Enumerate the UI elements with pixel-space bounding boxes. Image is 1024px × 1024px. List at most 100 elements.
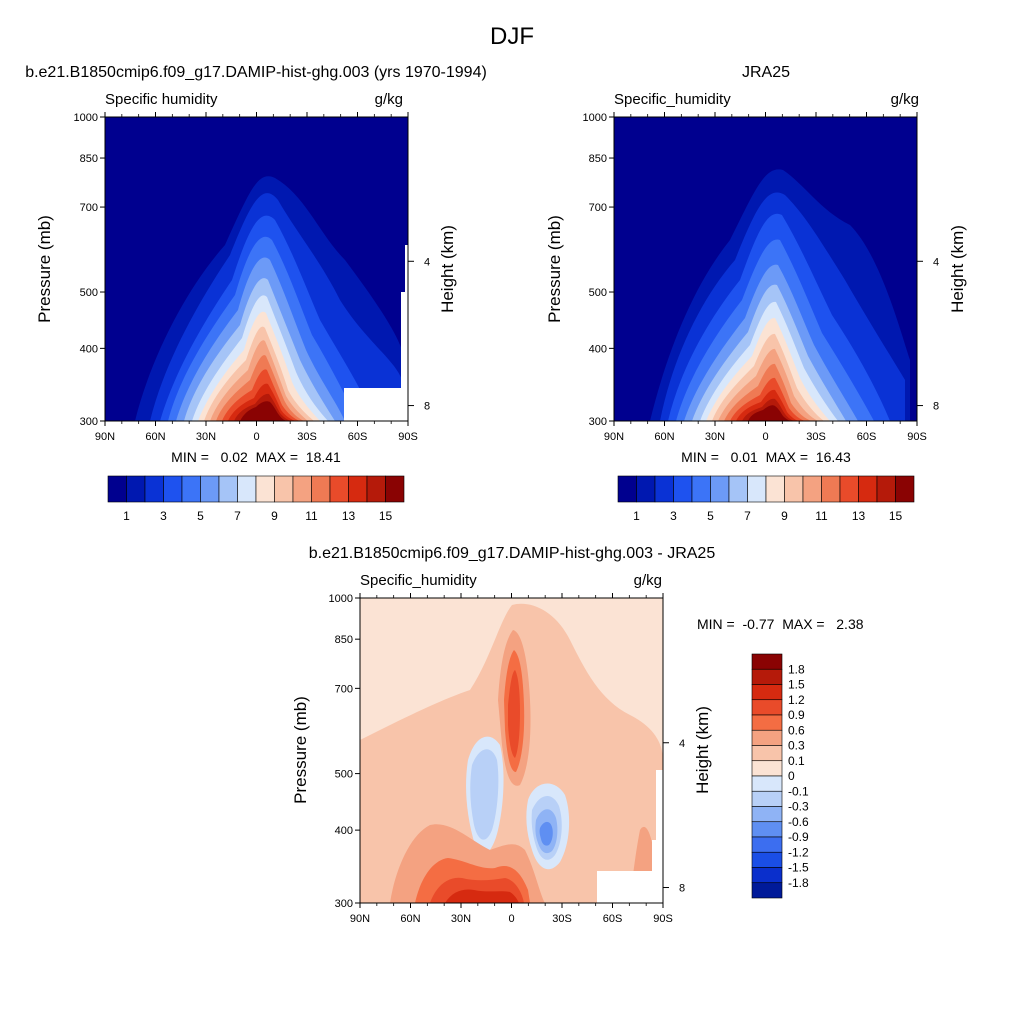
y-tick-label: 500	[80, 287, 98, 299]
y-right-tick-label: 8	[424, 401, 430, 413]
y-tick-label: 1000	[583, 112, 607, 124]
colorbar-swatch	[751, 836, 783, 853]
colorbar: 1 3 5 7 9 11 13 15	[617, 475, 915, 523]
x-tick-label: 60S	[857, 431, 877, 443]
missing-data	[656, 770, 663, 840]
y-axis-label: Pressure (mb)	[291, 696, 310, 804]
panel-title: b.e21.B1850cmip6.f09_g17.DAMIP-hist-ghg.…	[25, 64, 487, 81]
x-tick-label: 90S	[398, 431, 418, 443]
colorbar-swatch	[751, 775, 783, 792]
x-tick-label: 90N	[604, 431, 624, 443]
y-tick-label: 400	[80, 343, 98, 355]
colorbar-swatch	[636, 475, 656, 503]
colorbar-swatch	[751, 806, 783, 823]
y-tick-label: 1000	[329, 593, 353, 605]
contour-fill	[470, 749, 499, 840]
missing-data	[652, 840, 663, 871]
y-right-tick-label: 4	[679, 738, 685, 750]
colorbar-swatch	[366, 475, 386, 503]
y-tick-label: 300	[335, 898, 353, 910]
colorbar-swatch	[673, 475, 693, 503]
y-right-tick-label: 4	[933, 256, 939, 268]
y-tick-label: 500	[589, 287, 607, 299]
y-tick-label: 850	[80, 153, 98, 165]
units-label: g/kg	[634, 572, 662, 589]
variable-label: Specific humidity	[105, 91, 218, 108]
x-tick-label: 90N	[95, 431, 115, 443]
colorbar-label: -0.9	[788, 830, 809, 844]
colorbar-swatch	[311, 475, 331, 503]
colorbar-swatch	[751, 821, 783, 838]
colorbar-swatch	[802, 475, 822, 503]
x-tick-label: 90S	[653, 913, 673, 925]
colorbar-label: -0.6	[788, 815, 809, 829]
colorbar-label: 15	[379, 509, 393, 523]
colorbar-swatch	[751, 653, 783, 670]
contour-fill	[240, 401, 288, 421]
figure-title: DJF	[490, 23, 534, 50]
colorbar-swatch	[329, 475, 349, 503]
y-right-tick-label: 8	[679, 883, 685, 895]
colorbar-swatch	[765, 475, 785, 503]
colorbar-label: 7	[234, 509, 241, 523]
y-tick-label: 400	[335, 825, 353, 837]
colorbar-swatch	[218, 475, 238, 503]
colorbar-label: -1.8	[788, 876, 809, 890]
colorbar-label: 3	[160, 509, 167, 523]
colorbar-swatch	[821, 475, 841, 503]
variable-label: Specific_humidity	[614, 91, 731, 108]
colorbar-swatch	[181, 475, 201, 503]
y-tick-label: 850	[335, 634, 353, 646]
colorbar-label: 0	[788, 769, 795, 783]
colorbar-swatch	[163, 475, 183, 503]
colorbar-label: 11	[305, 509, 318, 523]
colorbar-swatch	[751, 668, 783, 685]
x-tick-label: 30S	[552, 913, 572, 925]
colorbar-swatch	[255, 475, 275, 503]
contour-fill	[508, 670, 520, 758]
colorbar-swatch	[751, 684, 783, 701]
variable-label: Specific_humidity	[360, 572, 477, 589]
x-tick-label: 60N	[145, 431, 165, 443]
colorbar-swatch	[784, 475, 804, 503]
colorbar-label: 0.6	[788, 723, 805, 737]
colorbar-swatch	[751, 851, 783, 868]
colorbar-swatch	[617, 475, 637, 503]
colorbar-label: 0.9	[788, 708, 805, 722]
colorbar-swatch	[654, 475, 674, 503]
colorbar: 1.81.51.20.90.60.30.10-0.1-0.3-0.6-0.9-1…	[751, 653, 809, 899]
x-tick-label: 90S	[907, 431, 927, 443]
y-tick-label: 400	[589, 343, 607, 355]
y-right-tick-label: 4	[424, 256, 430, 268]
colorbar-label: 11	[815, 509, 828, 523]
colorbar-label: 9	[271, 509, 278, 523]
missing-data	[344, 388, 408, 421]
y-tick-label: 300	[589, 416, 607, 428]
y-tick-label: 700	[335, 683, 353, 695]
y-tick-label: 500	[335, 769, 353, 781]
x-tick-label: 30S	[806, 431, 826, 443]
colorbar-swatch	[858, 475, 878, 503]
missing-data	[405, 245, 408, 292]
units-label: g/kg	[375, 91, 403, 108]
panel-diff: b.e21.B1850cmip6.f09_g17.DAMIP-hist-ghg.…	[291, 545, 864, 925]
plot-area	[105, 117, 408, 421]
x-tick-label: 30N	[451, 913, 471, 925]
y-axis-right-label: Height (km)	[693, 706, 712, 794]
colorbar: 1 3 5 7 9 11 13 15	[107, 475, 405, 523]
colorbar-swatch	[747, 475, 767, 503]
colorbar-label: -1.5	[788, 861, 809, 875]
colorbar-label: -0.1	[788, 784, 809, 798]
colorbar-label: 0.1	[788, 754, 805, 768]
x-tick-label: 30N	[705, 431, 725, 443]
units-label: g/kg	[891, 91, 919, 108]
min-max-text: MIN = 0.02 MAX = 18.41	[171, 449, 341, 465]
y-axis-label: Pressure (mb)	[545, 215, 564, 323]
colorbar-label: 5	[707, 509, 714, 523]
colorbar-label: 1.2	[788, 693, 805, 707]
colorbar-swatch	[691, 475, 711, 503]
x-tick-label: 60N	[654, 431, 674, 443]
colorbar-swatch	[107, 475, 127, 503]
colorbar-label: 13	[852, 509, 866, 523]
